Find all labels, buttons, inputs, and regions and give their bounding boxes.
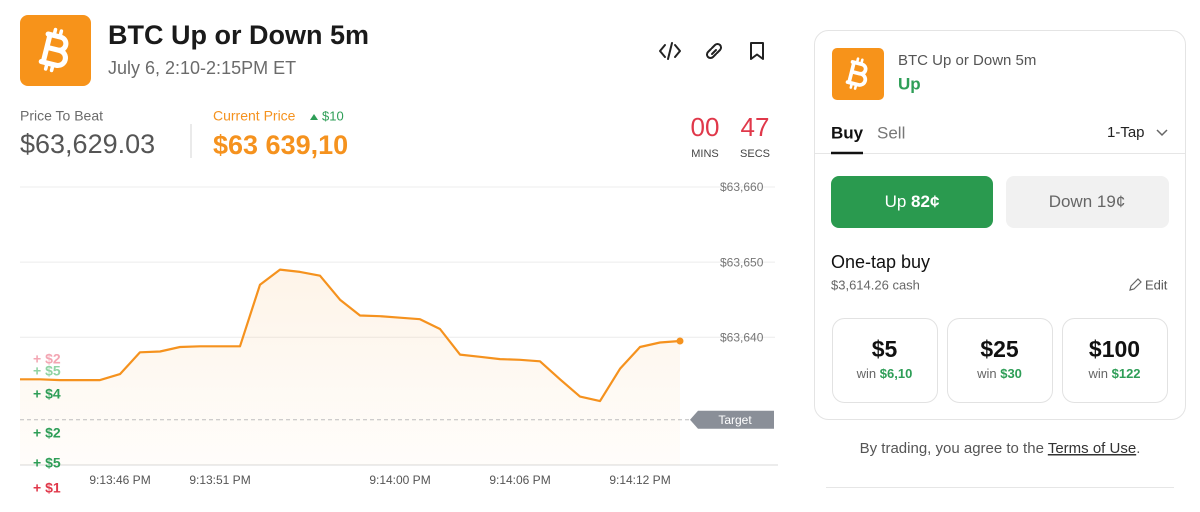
current-price-label: Current Price — [213, 108, 296, 124]
chevron — [1156, 129, 1168, 137]
amount-win: win $6,10 — [856, 366, 913, 381]
win-label: win — [856, 366, 877, 381]
current-point — [676, 337, 684, 345]
win-amount: $122 — [1112, 366, 1141, 381]
y-tick-label: $63,650 — [720, 255, 764, 269]
trade-notification: + $2 — [33, 425, 61, 441]
x-tick-label: 9:14:06 PM — [489, 473, 550, 487]
trade-notification: + $2 — [33, 351, 61, 367]
one-tap-title: One-tap buy — [831, 252, 930, 272]
buy-up-button[interactable] — [831, 176, 993, 228]
market-title: BTC Up or Down 5m — [108, 20, 369, 50]
amount-win: win $30 — [976, 366, 1022, 381]
panel-outcome: Up — [898, 74, 921, 93]
button-label: Down — [1049, 192, 1092, 211]
tab[interactable]: Buy — [831, 123, 864, 142]
trade-notification: + $1 — [33, 480, 61, 496]
amount-value: $25 — [980, 336, 1019, 362]
amount-button[interactable] — [832, 318, 938, 403]
buy-up-label: Up 82¢ — [885, 192, 940, 211]
mode-select[interactable]: 1-Tap — [1107, 124, 1145, 141]
button-price: 82¢ — [911, 192, 940, 211]
buy-down-label: Down 19¢ — [1049, 192, 1126, 211]
footer-end: . — [1136, 440, 1140, 457]
cash-balance: $3,614.26 cash — [831, 277, 920, 292]
win-amount: $30 — [1000, 366, 1022, 381]
trade-notification: + $4 — [33, 386, 61, 402]
terms-link[interactable]: Terms of Use — [1048, 440, 1136, 457]
win-label: win — [1087, 366, 1108, 381]
bookmark-icon[interactable] — [750, 42, 764, 60]
trade-notification: + $5 — [33, 363, 61, 379]
countdown-value: 47 — [741, 112, 770, 142]
y-tick-label: $63,660 — [720, 180, 764, 194]
countdown-value: 00 — [691, 112, 720, 142]
amount-value: $5 — [872, 336, 898, 362]
win-label: win — [976, 366, 997, 381]
amount-win: win $122 — [1087, 366, 1140, 381]
terms-text: By trading, you agree to the Terms of Us… — [860, 440, 1141, 457]
button-label: Up — [885, 192, 907, 211]
x-tick-label: 9:14:00 PM — [369, 473, 430, 487]
x-tick-label: 9:13:51 PM — [189, 473, 250, 487]
change-arrow — [310, 114, 318, 120]
target-tag — [690, 410, 774, 429]
edit-button[interactable]: Edit — [1145, 277, 1168, 292]
price-chart: $63,640 $63,650 $63,660 9:13:46 PM 9:13:51 P… — [20, 180, 778, 487]
price-to-beat-label: Price To Beat — [20, 108, 103, 124]
edit-icon — [1129, 278, 1142, 291]
footer-text: By trading, you agree to the — [860, 440, 1044, 457]
tab[interactable]: Sell — [877, 123, 905, 142]
area-fill — [20, 269, 680, 465]
embed-icon[interactable] — [659, 42, 681, 60]
countdown-unit: MINS — [691, 148, 719, 160]
win-amount: $6,10 — [880, 366, 913, 381]
amount-options: $5 win $6,10 $25 win $30 $100 win $122 — [832, 318, 1168, 403]
amount-value: $100 — [1089, 336, 1140, 362]
y-tick-label: $63,640 — [720, 330, 764, 344]
price-change: $10 — [322, 108, 344, 123]
market-subtitle: July 6, 2:10-2:15PM ET — [108, 58, 296, 78]
countdown-unit: SECS — [740, 148, 770, 160]
x-tick-label: 9:13:46 PM — [89, 473, 150, 487]
price-to-beat: $63,629.03 — [20, 129, 155, 159]
button-price: 19¢ — [1097, 192, 1125, 211]
price-line — [20, 268, 681, 403]
current-price: $63 639,10 — [213, 130, 348, 160]
trade-notification: + $5 — [33, 455, 61, 471]
amount-button[interactable] — [1062, 318, 1168, 403]
panel-title: BTC Up or Down 5m — [898, 52, 1036, 69]
target-label: Target — [718, 413, 752, 427]
trade-notifications: + $2+ $5+ $4+ $2+ $5+ $1 — [33, 351, 61, 496]
link-icon[interactable] — [705, 42, 723, 60]
x-tick-label: 9:14:12 PM — [609, 473, 670, 487]
buy-down-button[interactable] — [1006, 176, 1169, 228]
amount-button[interactable] — [947, 318, 1053, 403]
